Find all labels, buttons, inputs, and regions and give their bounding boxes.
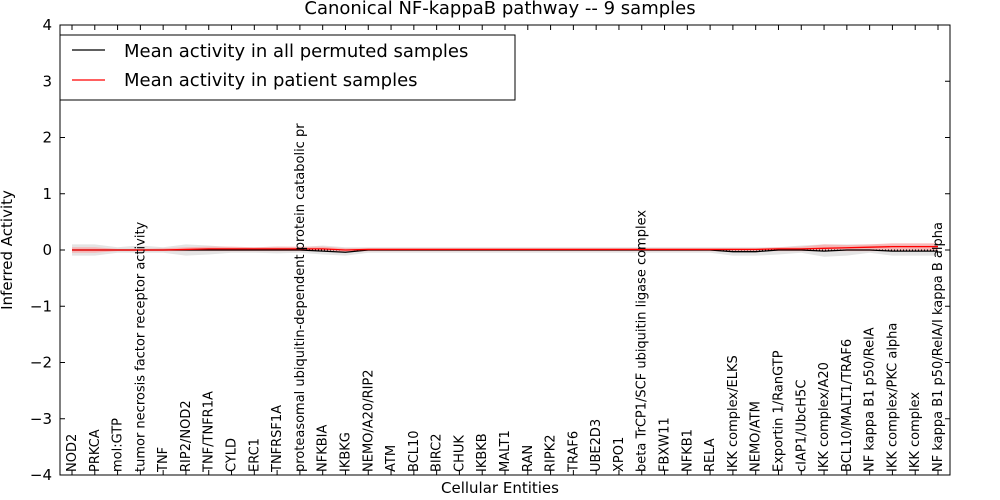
x-tick-label: IKBKG: [338, 432, 353, 472]
x-tick-label: RIPK2: [544, 434, 559, 472]
y-tick-label: 4: [42, 16, 52, 34]
x-axis: [71, 25, 939, 475]
x-tick-label: Exportin 1/RanGTP: [771, 350, 786, 472]
x-tick-label: TNF/TNFR1A: [202, 391, 217, 473]
y-tick-label: 1: [42, 185, 52, 203]
lines-layer: [71, 245, 939, 253]
x-tick-label: proteasomal ubiquitin-dependent protein …: [293, 123, 308, 472]
x-tick-label: TRAF6: [566, 431, 581, 473]
x-tick-label: IKBKB: [475, 433, 490, 472]
x-tick-label: RELA: [703, 438, 718, 472]
y-tick-label: −1: [30, 297, 52, 315]
y-tick-label: 0: [42, 241, 52, 259]
x-tick-label: NFKBIA: [316, 425, 331, 472]
y-tick-label: −2: [30, 354, 52, 372]
x-tick-label: NF kappa B1 p50/RelA/I kappa B alpha: [931, 222, 946, 472]
y-tick-label: −4: [30, 466, 52, 484]
x-tick-label: IKK complex/A20: [817, 362, 832, 472]
x-tick-label: RIP2/NOD2: [179, 400, 194, 472]
x-tick-label: mol:GTP: [111, 418, 126, 472]
x-tick-label: NOD2: [65, 434, 80, 472]
x-tick-label: NFKB1: [680, 429, 695, 472]
x-tick-label: beta TrCP1/SCF ubiquitin ligase complex: [635, 210, 650, 472]
x-tick-label: CYLD: [225, 438, 240, 472]
x-axis-label: Cellular Entities: [441, 479, 559, 497]
x-tick-label: RAN: [521, 445, 536, 472]
x-tick-label: IKK complex: [908, 392, 923, 472]
x-tick-label: BCL10: [407, 430, 422, 472]
y-tick-label: 3: [42, 72, 52, 90]
x-tick-label: BCL10/MALT1/TRAF6: [840, 339, 855, 472]
x-tick-label: NEMO/ATM: [749, 401, 764, 472]
legend-label-permuted: Mean activity in all permuted samples: [124, 41, 468, 62]
legend-box: [59, 34, 516, 101]
x-tick-label: IKK complex/ELKS: [726, 355, 741, 472]
x-tick-label: TNF: [156, 447, 171, 473]
y-tick-label: 2: [42, 129, 52, 147]
x-tick-label: CHUK: [452, 435, 467, 472]
x-tick-label: TNFRSF1A: [270, 405, 285, 473]
legend: Mean activity in all permuted samples Me…: [59, 34, 516, 101]
legend-label-patient: Mean activity in patient samples: [124, 70, 418, 91]
x-tick-label: tumor necrosis factor receptor activity: [133, 221, 148, 472]
y-axis: −4 −3 −2 −1 0 1 2 3 4: [30, 16, 950, 484]
x-tick-label: cIAP1/UbcH5C: [794, 380, 809, 472]
chart-title: Canonical NF-kappaB pathway -- 9 samples: [304, 0, 695, 19]
x-tick-label: UBE2D3: [589, 419, 604, 472]
x-tick-label: MALT1: [498, 430, 513, 472]
x-tick-label: PRKCA: [88, 429, 103, 472]
y-axis-label: Inferred Activity: [0, 190, 16, 310]
x-tick-label: ERC1: [247, 438, 262, 472]
category-labels: NOD2 PRKCA mol:GTP tumor necrosis factor re…: [65, 123, 946, 473]
x-tick-label: ATM: [384, 445, 399, 472]
x-tick-label: BIRC2: [430, 434, 445, 473]
x-tick-label: XPO1: [612, 437, 627, 472]
x-tick-label: NEMO/A20/RIP2: [361, 369, 376, 472]
y-tick-label: −3: [30, 410, 52, 428]
x-tick-label: FBXW11: [658, 417, 673, 472]
x-tick-label: NF kappa B1 p50/RelA: [863, 327, 878, 472]
x-tick-label: IKK complex/PKC alpha: [885, 323, 900, 472]
